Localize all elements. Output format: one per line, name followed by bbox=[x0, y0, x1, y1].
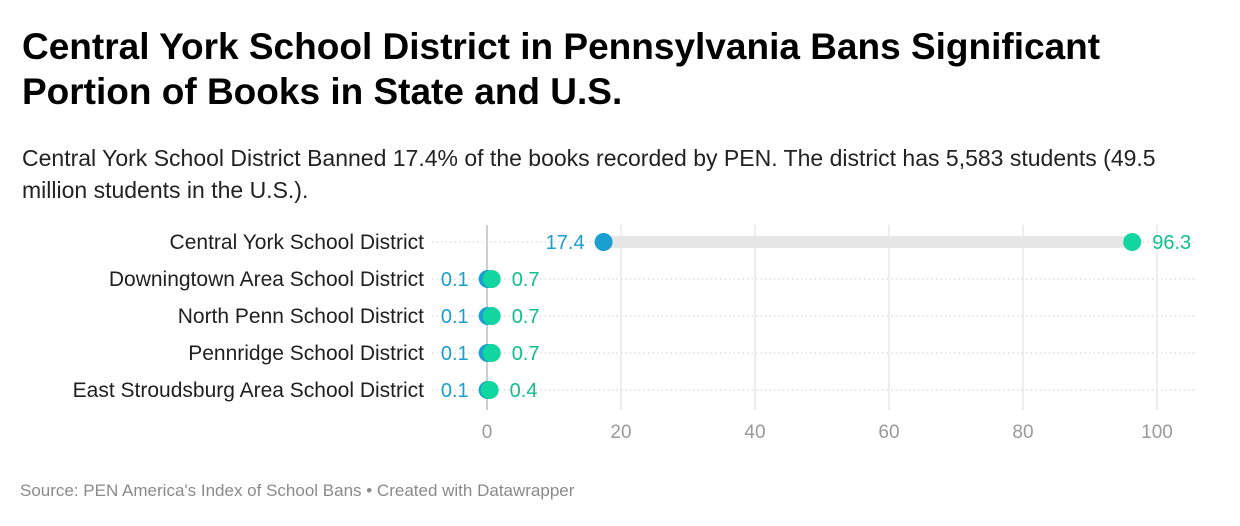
value-label-series-2: 0.7 bbox=[512, 306, 540, 328]
chart-row: Pennridge School District 0.1 0.7 bbox=[188, 342, 1196, 365]
chart-row: Downingtown Area School District 0.1 0.7 bbox=[109, 268, 1196, 291]
x-tick-label: 40 bbox=[744, 422, 765, 443]
grid-lines bbox=[486, 225, 1158, 410]
dot-series-2 bbox=[482, 344, 501, 362]
category-label: East Stroudsburg Area School District bbox=[73, 379, 424, 402]
dot-series-2 bbox=[1123, 233, 1142, 251]
category-label: North Penn School District bbox=[178, 305, 424, 328]
x-tick-label: 20 bbox=[610, 422, 631, 443]
value-label-series-1: 17.4 bbox=[546, 232, 585, 254]
value-label-series-2: 96.3 bbox=[1152, 232, 1191, 254]
value-label-series-1: 0.1 bbox=[441, 343, 469, 365]
chart-row: Central York School District 17.4 96.3 bbox=[170, 231, 1196, 254]
chart-title: Central York School District in Pennsylv… bbox=[22, 26, 1101, 112]
value-label-series-1: 0.1 bbox=[441, 380, 469, 402]
x-tick-label: 0 bbox=[482, 422, 493, 443]
value-label-series-2: 0.7 bbox=[512, 269, 540, 291]
x-tick-label: 60 bbox=[878, 422, 899, 443]
chart-row: East Stroudsburg Area School District 0.1… bbox=[73, 379, 1196, 402]
source-note: Source: PEN America's Index of School Ba… bbox=[20, 481, 575, 500]
category-label: Downingtown Area School District bbox=[109, 268, 424, 291]
x-tick-label: 100 bbox=[1141, 422, 1173, 443]
dot-range-chart: Central York School District 17.4 96.3 Down… bbox=[73, 225, 1196, 443]
chart-subtitle: Central York School District Banned 17.4… bbox=[22, 145, 1156, 203]
dot-series-2 bbox=[482, 307, 501, 325]
chart-rows: Central York School District 17.4 96.3 Down… bbox=[73, 231, 1196, 402]
dot-series-2 bbox=[482, 270, 501, 288]
value-label-series-2: 0.4 bbox=[510, 380, 538, 402]
dot-series-2 bbox=[480, 381, 499, 399]
value-label-series-1: 0.1 bbox=[441, 269, 469, 291]
category-label: Central York School District bbox=[170, 231, 425, 254]
dot-series-1 bbox=[594, 233, 613, 251]
chart-row: North Penn School District 0.1 0.7 bbox=[178, 305, 1196, 328]
x-axis-ticks: 0 20 40 60 80 100 bbox=[482, 422, 1173, 443]
x-tick-label: 80 bbox=[1012, 422, 1033, 443]
value-label-series-1: 0.1 bbox=[441, 306, 469, 328]
category-label: Pennridge School District bbox=[188, 342, 424, 365]
value-label-series-2: 0.7 bbox=[512, 343, 540, 365]
